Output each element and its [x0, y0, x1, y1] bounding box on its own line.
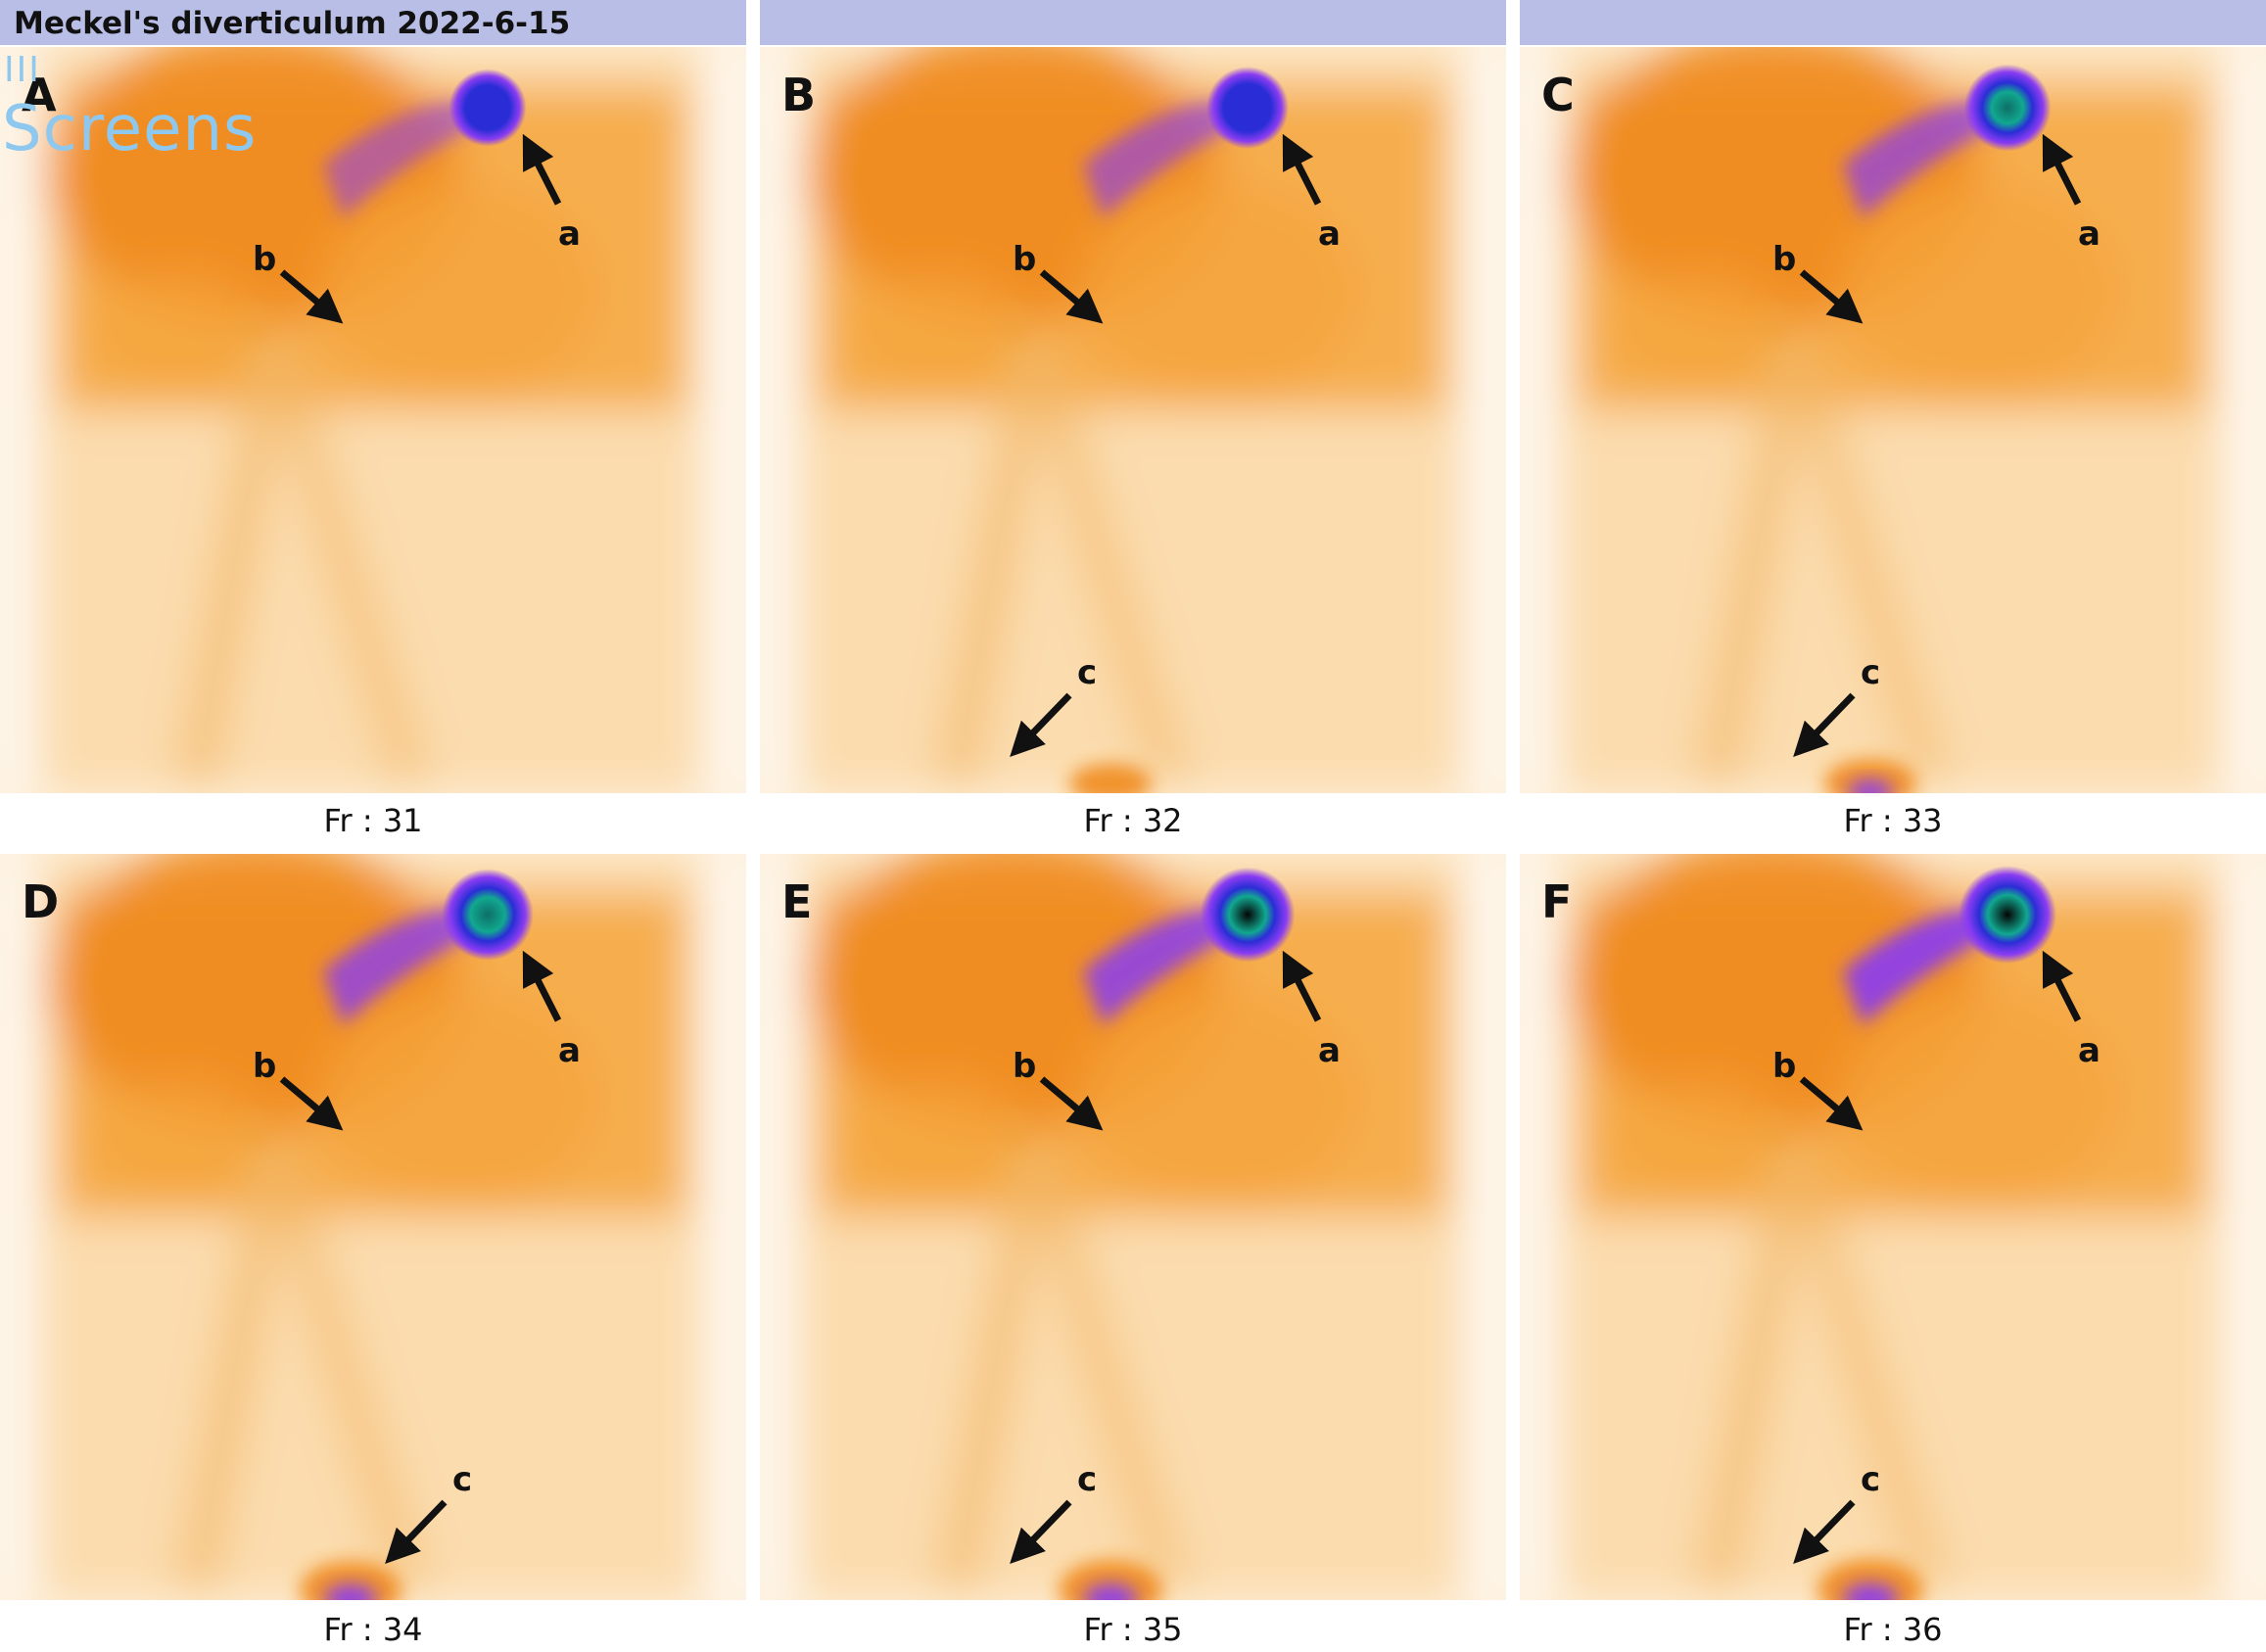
header-bar-3 — [1520, 0, 2266, 45]
scintigraphy-image: a b c — [1520, 854, 2266, 1600]
scintigraphy-image: a b c — [1520, 47, 2266, 793]
arrow-c-label: c — [1861, 653, 1880, 692]
frame-label: Fr : 33 — [1843, 802, 1943, 839]
arrow-a — [1282, 133, 1322, 206]
arrow-b-label: b — [1013, 1047, 1036, 1086]
frame-label: Fr : 35 — [1083, 1611, 1183, 1648]
arrow-a-label: a — [558, 214, 581, 254]
scintigraphy-image: a b c — [0, 854, 746, 1600]
arrow-b-label: b — [1772, 1047, 1796, 1086]
scan-panel-e: a b c E — [760, 854, 1506, 1600]
scintigraphy-image: a b c — [760, 47, 1506, 793]
arrow-c — [1793, 692, 1856, 758]
watermark-bars: III — [4, 50, 41, 90]
panel-letter: F — [1541, 875, 1573, 928]
arrow-b — [279, 1076, 344, 1131]
arrow-a-label: a — [1318, 1031, 1341, 1070]
arrow-b — [279, 269, 344, 324]
arrow-b-label: b — [253, 240, 276, 279]
screens-watermark: III Screens — [0, 50, 294, 165]
arrow-c-label: c — [1077, 653, 1097, 692]
panel-letter: D — [22, 875, 60, 928]
frame-label: Fr : 32 — [1083, 802, 1183, 839]
arrow-b-label: b — [1772, 240, 1796, 279]
arrow-a-label: a — [2078, 1031, 2101, 1070]
arrow-c-label: c — [452, 1460, 472, 1499]
arrow-c-label: c — [1861, 1460, 1880, 1499]
arrow-a — [522, 133, 562, 206]
arrow-c — [1010, 1499, 1072, 1565]
arrow-a-label: a — [558, 1031, 581, 1070]
arrow-b — [1039, 1076, 1104, 1131]
scintigraphy-image: a b c — [760, 854, 1506, 1600]
arrow-a-label: a — [2078, 214, 2101, 254]
arrow-c — [1793, 1499, 1856, 1565]
arrow-a — [1282, 950, 1322, 1022]
arrow-c-label: c — [1077, 1460, 1097, 1499]
frame-label: Fr : 34 — [323, 1611, 423, 1648]
arrow-b — [1039, 269, 1104, 324]
header-bar-2 — [760, 0, 1506, 45]
arrow-b-label: b — [253, 1047, 276, 1086]
frame-label: Fr : 36 — [1843, 1611, 1943, 1648]
panel-letter: C — [1541, 69, 1575, 121]
scan-panel-f: a b c F — [1520, 854, 2266, 1600]
scintigraphy-image: ab — [0, 47, 746, 793]
arrow-b-label: b — [1013, 240, 1036, 279]
panel-letter: B — [781, 69, 817, 121]
arrow-a — [2042, 950, 2082, 1022]
header-bar-1: Meckel's diverticulum 2022-6-15 — [0, 0, 746, 45]
arrow-b — [1799, 269, 1864, 324]
arrow-a — [2042, 133, 2082, 206]
panel-letter: E — [781, 875, 813, 928]
frame-label: Fr : 31 — [323, 802, 423, 839]
scan-panel-c: a b c C — [1520, 47, 2266, 793]
scan-panel-b: a b c B — [760, 47, 1506, 793]
watermark-text: Screens — [2, 93, 258, 165]
arrow-a — [522, 950, 562, 1022]
scan-panel-d: a b c D — [0, 854, 746, 1600]
arrow-a-label: a — [1318, 214, 1341, 254]
figure-title: Meckel's diverticulum 2022-6-15 — [14, 6, 571, 41]
panel-letter: A — [22, 69, 57, 121]
arrow-c — [385, 1499, 448, 1565]
arrow-c — [1010, 692, 1072, 758]
arrow-b — [1799, 1076, 1864, 1131]
